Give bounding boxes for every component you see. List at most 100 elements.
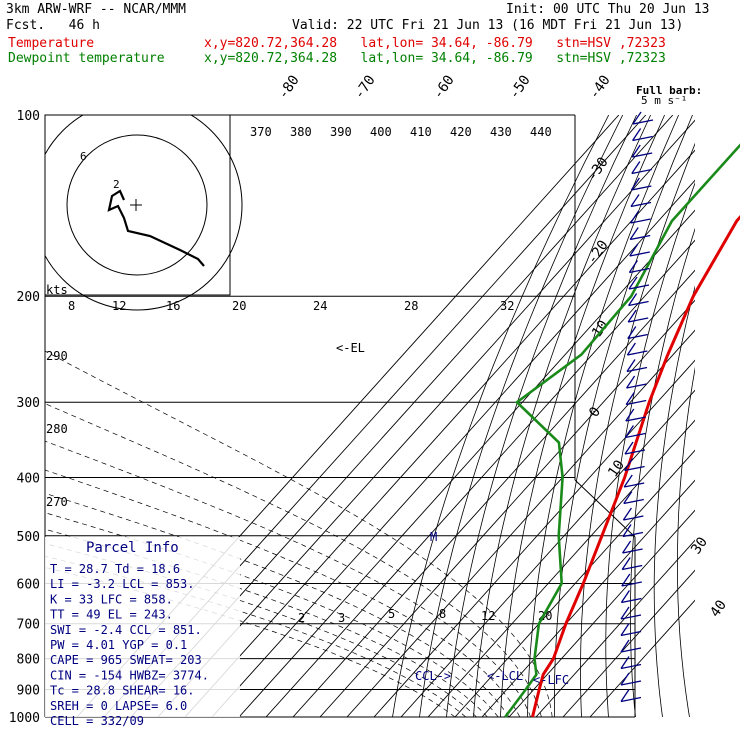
parcel-info-row: CIN = -154 HWBZ= 3774. <box>50 668 209 682</box>
dewpoint-line <box>504 143 740 718</box>
wind-barb-flag <box>621 573 631 587</box>
pressure-label: 200 <box>17 290 40 305</box>
mixing-ratio-label: 2 <box>298 611 305 625</box>
moist-adiabat <box>45 528 488 717</box>
pressure-label: 400 <box>17 471 40 486</box>
isotherm-line <box>508 509 695 717</box>
wind-barb <box>627 333 648 340</box>
wind-barb-flag <box>620 623 630 636</box>
wind-barb-flag <box>624 441 634 455</box>
pressure-label: 300 <box>17 396 40 411</box>
parcel-info-panel: Parcel Info T = 28.7 Td = 18.6LI = -3.2 L… <box>45 537 240 728</box>
dry-adiabat <box>392 115 610 717</box>
wind-barb <box>632 119 654 125</box>
isotherm-line <box>238 209 695 717</box>
sounding-profiles: <-EL M CCL-> <-LCL <-LFC <box>336 143 740 718</box>
wind-barb <box>620 696 642 703</box>
parcel-info-row: CELL = 332/09 <box>50 714 144 728</box>
wind-barb <box>630 234 651 241</box>
wind-barb <box>626 366 648 373</box>
wind-barb <box>626 399 647 406</box>
theta-label: 380 <box>290 125 312 139</box>
wind-barb <box>625 416 646 422</box>
dry-adiabat <box>580 142 695 717</box>
dry-adiabat <box>500 115 665 717</box>
isotherm-line <box>562 569 695 717</box>
wind-barb <box>620 614 642 620</box>
moist-adiabat <box>45 403 542 717</box>
hodograph-speed-label: 28 <box>404 299 418 313</box>
wind-barb-flag <box>620 689 630 702</box>
dry-adiabat <box>653 285 695 717</box>
wind-barb-flag <box>622 540 632 554</box>
wind-barb <box>621 581 642 587</box>
wind-barb-flag <box>625 408 635 422</box>
wind-barb <box>628 300 649 307</box>
isotherm-line <box>184 149 695 717</box>
dry-adiabat <box>527 115 679 717</box>
pressure-label: 1000 <box>9 711 40 726</box>
isotherm-line <box>157 119 695 717</box>
pressure-label: 600 <box>17 577 40 592</box>
mixing-ratio-label: 5 <box>388 607 395 621</box>
hodograph-label: 6 <box>80 150 87 163</box>
wind-barb-flag <box>628 293 638 306</box>
wind-barb <box>623 515 644 521</box>
sounding-annotation: <-LCL <box>487 669 523 683</box>
dry-adiabat <box>473 115 651 717</box>
wind-barb <box>620 680 642 686</box>
isotherm-label: -70 <box>351 72 379 102</box>
isotherm-line <box>589 599 695 717</box>
wind-barb <box>628 284 650 290</box>
wind-barb <box>631 185 652 191</box>
isotherm-label: -80 <box>275 72 303 102</box>
wind-barb <box>631 168 652 175</box>
valid-time: Valid: 22 UTC Fri 21 Jun 13 (16 MDT Fri … <box>292 18 684 33</box>
wind-barb <box>632 152 653 158</box>
isotherm-line <box>211 179 695 717</box>
location-info-temperature: x,y=820.72,364.28 lat,lon= 34.64, -86.79… <box>204 36 666 51</box>
wind-barb-flag <box>620 606 630 620</box>
plot-right-border-diag <box>574 479 636 538</box>
dry-adiabat <box>554 115 693 717</box>
hodograph-speed-label: 24 <box>313 299 327 313</box>
forecast-hour: Fcst. 46 h <box>6 18 100 33</box>
hodograph-label: 2 <box>113 178 120 191</box>
wind-barb-flag <box>630 177 640 191</box>
wind-barb-flag <box>620 639 630 653</box>
wind-barb-flag <box>630 210 640 224</box>
wind-barb <box>620 663 642 670</box>
hodograph-speed-label: 8 <box>68 299 75 313</box>
wind-barb-flag <box>622 524 632 537</box>
mixing-ratio-label: 3 <box>338 611 345 625</box>
wind-barb-flag <box>632 128 642 141</box>
hodograph-trace <box>107 189 205 267</box>
isotherm-line <box>346 329 695 717</box>
dry-adiabat <box>446 115 637 717</box>
wind-barb <box>624 449 646 455</box>
mixing-ratio-label: 8 <box>439 607 446 621</box>
hodograph-speed-label: 32 <box>500 299 514 313</box>
parcel-info-row: CAPE = 965 SWEAT= 203 <box>50 653 202 667</box>
parcel-info-row: T = 28.7 Td = 18.6 <box>50 562 180 576</box>
wind-barb <box>625 432 646 439</box>
parcel-info-row: LI = -3.2 LCL = 853. <box>50 577 195 591</box>
wind-barb-flag <box>626 375 636 389</box>
dry-adiabat <box>419 115 624 717</box>
isotherm-label: -40 <box>586 72 614 102</box>
moist-adiabat <box>45 555 467 717</box>
dewpoint-legend: Dewpoint temperature <box>8 51 165 66</box>
wind-barb-flag <box>624 458 634 471</box>
wind-barb <box>622 548 643 554</box>
hodograph-speed-label: 20 <box>232 299 246 313</box>
wind-barb <box>630 218 651 224</box>
parcel-panel-bg <box>45 537 240 717</box>
theta-label: 430 <box>490 125 512 139</box>
location-info-dewpoint: x,y=820.72,364.28 lat,lon= 34.64, -86.79… <box>204 51 666 66</box>
sounding-annotation: M <box>430 530 437 544</box>
hodograph-speed-label: 12 <box>112 299 126 313</box>
pressure-label: 500 <box>17 530 40 545</box>
wind-barb <box>630 201 652 208</box>
wind-barb-flag <box>629 227 639 240</box>
theta-label: 370 <box>250 125 272 139</box>
